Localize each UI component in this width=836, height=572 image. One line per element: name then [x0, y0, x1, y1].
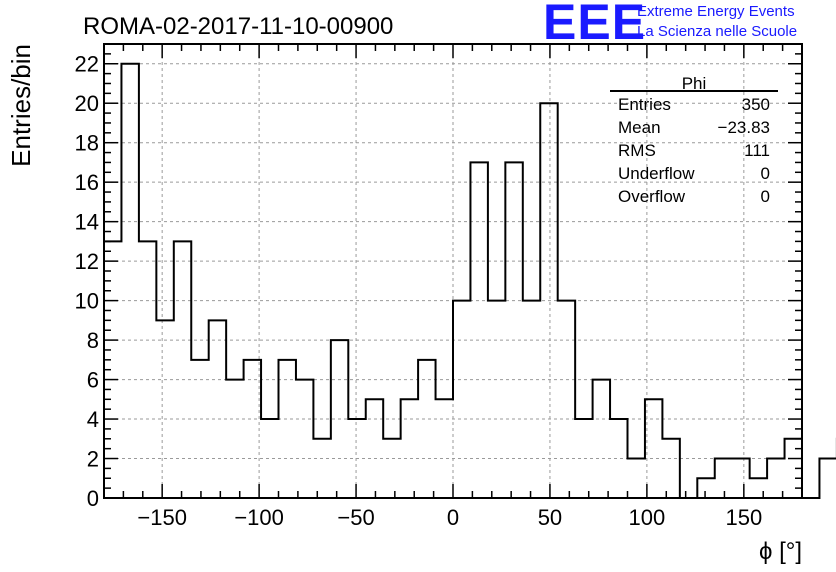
y-tick-label: 0 [87, 486, 99, 511]
stats-row-value: −23.83 [718, 118, 770, 137]
y-tick-label: 20 [75, 91, 99, 116]
histogram-bin-1 [121, 64, 138, 498]
y-axis-label: Entries/bin [6, 44, 36, 167]
histogram-bin-14 [348, 419, 365, 498]
chart-title: ROMA-02-2017-11-10-00900 [83, 13, 393, 40]
histogram-bin-31 [645, 399, 662, 498]
histogram-bin-2 [139, 241, 156, 498]
histogram-bin-37 [750, 478, 767, 498]
stats-row-label: RMS [618, 141, 656, 160]
histogram-bin-6 [209, 320, 226, 498]
histogram-bin-19 [436, 399, 453, 498]
histogram-bin-15 [366, 399, 383, 498]
histogram-bin-18 [418, 360, 435, 498]
stats-row-value: 0 [761, 187, 770, 206]
stats-row-label: Mean [618, 118, 661, 137]
histogram-bin-12 [313, 439, 330, 498]
logo-line-1: Extreme Energy Events [637, 3, 795, 20]
stats-row-label: Overflow [618, 187, 686, 206]
histogram-bin-26 [558, 301, 575, 498]
eee-logo: EEE Extreme Energy Events La Scienza nel… [543, 0, 833, 50]
x-tick-label: 0 [447, 505, 459, 530]
histogram-bin-41 [819, 459, 836, 498]
histogram-bin-4 [174, 241, 191, 498]
histogram-bin-11 [296, 380, 313, 498]
stats-row-value: 111 [744, 141, 770, 160]
stats-row-label: Entries [618, 95, 671, 114]
histogram-bin-36 [732, 459, 749, 498]
x-tick-label: 50 [538, 505, 562, 530]
histogram-bin-20 [453, 301, 470, 498]
y-tick-label: 16 [75, 170, 99, 195]
histogram-bin-3 [156, 320, 173, 498]
histogram-bars [103, 62, 836, 499]
histogram-bin-10 [279, 360, 296, 498]
histogram-bin-21 [470, 162, 487, 498]
histogram-bin-7 [226, 380, 243, 498]
histogram-bin-8 [244, 360, 261, 498]
y-tick-label: 6 [87, 368, 99, 393]
x-axis-label: ϕ [°] [759, 538, 802, 565]
histogram-bin-25 [540, 103, 557, 498]
eee-logo-mark: EEE [543, 0, 647, 50]
stats-row-label: Underflow [618, 164, 695, 183]
x-tick-label: 150 [725, 505, 762, 530]
logo-line-2: La Scienza nelle Scuole [637, 23, 798, 40]
histogram-bin-34 [697, 478, 714, 498]
y-tick-label: 2 [87, 447, 99, 472]
stats-row-value: 350 [742, 95, 770, 114]
histogram-bin-30 [628, 459, 645, 498]
y-tick-label: 10 [75, 289, 99, 314]
axis-ticks [103, 43, 803, 499]
histogram-bin-5 [191, 360, 208, 498]
stats-box: Phi Entries 350 Mean −23.83 RMS 111 Underflow 0… [610, 74, 778, 206]
histogram-bin-29 [610, 419, 627, 498]
histogram-bin-9 [261, 419, 278, 498]
y-tick-label: 14 [75, 210, 99, 235]
stats-box-rows: Entries 350 Mean −23.83 RMS 111 Underflow 0 Over… [618, 95, 770, 206]
x-tick-label: 100 [629, 505, 666, 530]
y-tick-label: 12 [75, 249, 99, 274]
y-tick-label: 8 [87, 328, 99, 353]
histogram-bin-16 [383, 439, 400, 498]
stats-row-value: 0 [761, 164, 770, 183]
stats-box-title: Phi [682, 74, 707, 93]
axis-tick-labels: −150 −100 −50 0 50 100 150 0 2 4 6 8 10 12 14 16 18 20 22 [75, 52, 763, 530]
histogram-bin-27 [575, 419, 592, 498]
histogram-bin-35 [715, 459, 732, 498]
x-tick-label: −50 [337, 505, 374, 530]
x-tick-label: −100 [234, 505, 284, 530]
y-tick-label: 4 [87, 407, 99, 432]
histogram-bin-22 [488, 301, 505, 498]
histogram-bin-24 [523, 301, 540, 498]
histogram-bin-32 [662, 439, 679, 498]
histogram-bin-28 [593, 380, 610, 498]
x-tick-label: −150 [137, 505, 187, 530]
histogram-outline [103, 62, 836, 499]
histogram-bin-17 [401, 399, 418, 498]
histogram-bin-13 [331, 340, 348, 498]
histogram-bin-23 [505, 162, 522, 498]
y-tick-label: 22 [75, 52, 99, 77]
y-tick-label: 18 [75, 131, 99, 156]
